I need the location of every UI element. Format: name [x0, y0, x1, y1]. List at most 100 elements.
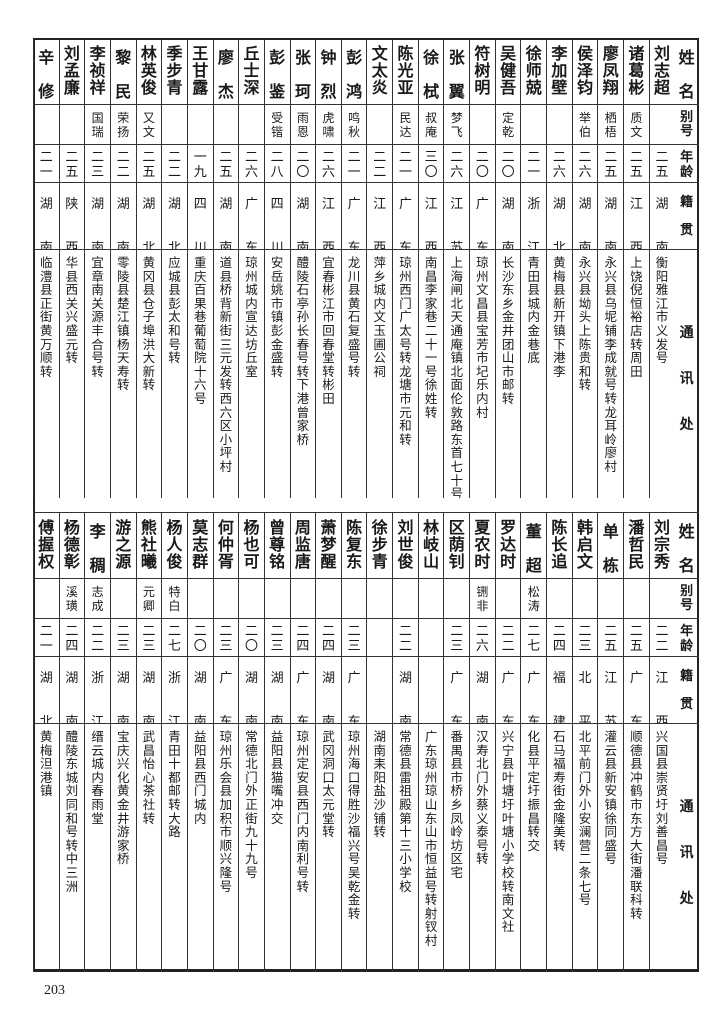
- person-column: 诸葛彬 质文 二五 江西 上饶倪恒裕店转周田: [623, 39, 649, 498]
- address-cell: 汉寿北门外蔡义泰号转: [470, 724, 495, 972]
- alias-cell: 松涛: [521, 579, 547, 619]
- alias-text: 受锴: [271, 111, 284, 139]
- native-cell: 广东: [470, 183, 495, 250]
- age-text: 二二: [398, 624, 412, 654]
- person-column: 杨人俊 特白 二七 浙江 青田十都邮转大路: [161, 513, 187, 972]
- name-cell: 区荫钊: [444, 513, 470, 579]
- address-cell: 兴宁县叶塘圩叶塘小学校转南文社: [496, 724, 521, 972]
- native-text: 广东: [398, 197, 412, 250]
- address-text: 常德县雷祖殿第十三小学校: [399, 729, 412, 894]
- alias-text: [450, 579, 463, 585]
- age-text: 二一: [347, 150, 361, 180]
- address-cell: 永兴县乌坭铺李成就号转龙耳岭廖村: [598, 250, 623, 498]
- alias-cell: [367, 579, 393, 619]
- name-cell: 林英俊: [136, 39, 162, 105]
- name-cell: 游之源: [110, 513, 136, 579]
- age-cell: 二三: [110, 619, 136, 657]
- name-cell: 熊社曦: [136, 513, 162, 579]
- age-cell: 二三: [341, 619, 367, 657]
- name-text: 刘志超: [654, 44, 671, 97]
- native-cell: 广东: [213, 657, 239, 724]
- alias-text: 溪璜: [65, 585, 78, 613]
- alias-text: 质文: [630, 111, 643, 139]
- native-cell: 福建: [547, 657, 572, 724]
- native-cell: 湖北: [136, 183, 162, 250]
- person-column: 游之源 二三 湖南 宝庆兴化黄金井游家桥: [109, 513, 136, 972]
- name-text: 陈复东: [346, 518, 363, 571]
- person-column: 丘士深 二六 广东 琼州城内宣达坊丘室: [238, 39, 264, 498]
- address-cell: 临澧县正街黄万顺转: [34, 250, 59, 498]
- address-cell: 道县桥背新街三元发转西六区小坪村: [214, 250, 239, 498]
- name-cell: 杨德彰: [59, 513, 85, 579]
- name-text: 吴健吾: [500, 44, 517, 97]
- address-text: 零陵县楚江镇杨天寿转: [116, 255, 130, 393]
- address-cell: 益阳县猫嘴冲交: [265, 724, 290, 972]
- name-text: 杨德彰: [63, 518, 80, 571]
- address-text: 重庆百果巷葡萄院十六号: [193, 255, 207, 406]
- age-text: 三〇: [424, 150, 438, 180]
- native-cell: [418, 657, 444, 724]
- native-text: 湖北: [168, 197, 182, 250]
- address-text: 青田县城内金巷底: [527, 255, 540, 366]
- alias-text: 虎啸: [322, 111, 335, 139]
- native-cell: 湖南: [85, 183, 110, 250]
- person-column: 夏农时 铏非 二六 湖南 汉寿北门外蔡义泰号转: [469, 513, 495, 972]
- age-text: 二四: [321, 624, 335, 654]
- age-cell: 二二: [85, 619, 110, 657]
- alias-cell: 虎啸: [316, 105, 341, 145]
- alias-text: [322, 579, 335, 585]
- native-cell: 江西: [649, 657, 675, 724]
- alias-cell: [187, 579, 213, 619]
- address-text: 永兴县坳头上陈贵和转: [578, 255, 592, 393]
- alias-cell: 志成: [85, 579, 110, 619]
- roster-table-bottom: 姓名 别号 年龄 籍贯 通讯处 刘宗秀 二二 江西 兴国县崇贤圩刘善昌号 潘哲民 二五 广东 顺德县冲鹤…: [32, 512, 699, 972]
- name-text: 董超: [525, 522, 542, 575]
- name-cell: 莫志群: [187, 513, 213, 579]
- native-cell: 广东: [521, 657, 547, 724]
- native-text: 湖南: [321, 671, 335, 724]
- age-cell: 二三: [85, 145, 110, 183]
- native-cell: [367, 657, 393, 724]
- address-text: 番禺县市桥乡凤岭坊区宅: [450, 729, 464, 880]
- name-text: 文太炎: [371, 44, 388, 97]
- name-cell: 丘士深: [239, 39, 264, 105]
- name-text: 夏农时: [474, 518, 491, 571]
- name-text: 钟烈: [320, 48, 337, 101]
- alias-cell: 质文: [624, 105, 649, 145]
- header-name-text: 姓名: [678, 48, 695, 101]
- name-text: 王甘露: [192, 44, 209, 97]
- alias-text: [656, 579, 669, 585]
- alias-text: 栖梧: [604, 111, 617, 139]
- person-column: 熊社曦 元卿 二三 湖南 武昌怡心茶社转: [135, 513, 162, 972]
- name-cell: 陈长追: [547, 513, 572, 579]
- header-column: 姓名 别号 年龄 籍贯 通讯处: [674, 513, 699, 972]
- native-cell: 湖南: [110, 657, 136, 724]
- alias-text: [40, 105, 53, 111]
- name-cell: 罗达时: [495, 513, 521, 579]
- header-address-text: 通讯处: [679, 325, 694, 433]
- person-column: 吴健吾 定乾 二〇 湖南 长沙东乡金井团山市邮转: [494, 39, 521, 498]
- address-text: 武冈洞口太元堂转: [322, 729, 335, 840]
- native-text: 湖南: [116, 671, 130, 724]
- age-text: 二七: [168, 624, 182, 654]
- name-text: 林英俊: [140, 44, 157, 97]
- name-cell: 徐栻: [418, 39, 444, 105]
- address-cell: 醴陵石亭孙长春号转下港曾家桥: [291, 250, 316, 498]
- age-cell: 二〇: [290, 145, 316, 183]
- name-text: 李祯祥: [89, 44, 106, 97]
- alias-cell: [470, 105, 495, 145]
- native-text: 湖北: [142, 197, 156, 250]
- name-text: 陈长追: [551, 518, 568, 571]
- alias-text: 叔庵: [425, 111, 438, 139]
- native-cell: 浙江: [85, 657, 110, 724]
- native-text: 湖南: [296, 197, 310, 250]
- address-text: 武昌怡心茶社转: [142, 729, 156, 826]
- age-cell: 二〇: [187, 619, 213, 657]
- name-cell: 杨人俊: [162, 513, 187, 579]
- native-text: 湖南: [193, 671, 207, 724]
- age-text: 二三: [578, 624, 592, 654]
- address-cell: 宜章南关源丰合号转: [85, 250, 110, 498]
- native-text: 江西: [655, 671, 669, 724]
- native-cell: 湖南: [239, 657, 264, 724]
- address-text: 临澧县正街黄万顺转: [40, 255, 53, 379]
